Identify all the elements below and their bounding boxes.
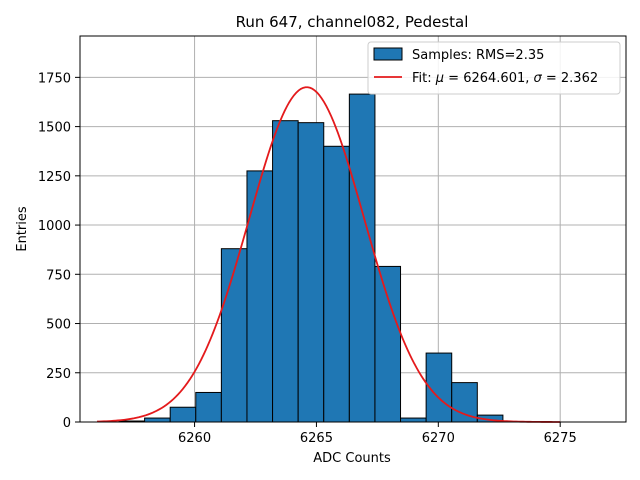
x-tick-label-3: 6275 <box>544 431 577 446</box>
legend-fit-mu-value: = 6264.601, <box>444 71 533 86</box>
bars-layer <box>118 93 529 423</box>
y-tick-label-4: 1000 <box>38 219 71 234</box>
legend-fit-sigma-symbol: σ <box>534 71 543 86</box>
x-axis-label: ADC Counts <box>313 451 391 466</box>
histogram-bar-9 <box>348 93 376 423</box>
histogram-bar-3 <box>195 391 222 423</box>
y-axis: 0 250 500 750 1000 1250 1500 1750 <box>38 71 80 431</box>
legend-fit-prefix: Fit: <box>412 71 436 86</box>
y-tick-label-3: 750 <box>46 268 71 283</box>
chart-title: Run 647, channel082, Pedestal <box>236 13 469 31</box>
legend-patch-samples <box>373 47 403 61</box>
x-tick-label-0: 6260 <box>178 431 211 446</box>
x-tick-label-2: 6270 <box>422 431 455 446</box>
legend: Samples: RMS=2.35 Fit: μ = 6264.601, σ =… <box>367 41 621 95</box>
histogram-bar-4 <box>220 248 248 423</box>
y-axis-label: Entries <box>15 206 30 252</box>
x-tick-label-1: 6265 <box>300 431 333 446</box>
histogram-bar-6 <box>272 120 299 423</box>
histogram-bar-5 <box>246 170 274 423</box>
histogram-bar-7 <box>297 122 325 423</box>
histogram-bar-1 <box>144 417 171 423</box>
histogram-bar-2 <box>169 406 197 423</box>
legend-label-fit: Fit: μ = 6264.601, σ = 2.362 <box>412 71 598 86</box>
x-axis: 6260 6265 6270 6275 <box>178 422 577 446</box>
legend-label-samples: Samples: RMS=2.35 <box>412 48 544 63</box>
fit-curve <box>97 86 561 423</box>
histogram-bar-11 <box>400 417 427 423</box>
y-tick-label-0: 0 <box>63 416 71 431</box>
legend-box <box>367 41 621 95</box>
plot-frame <box>79 35 627 423</box>
y-tick-label-5: 1250 <box>38 170 71 185</box>
y-tick-label-2: 500 <box>46 318 71 333</box>
y-tick-label-6: 1500 <box>38 121 71 136</box>
legend-fit-sigma-value: = 2.362 <box>542 71 598 86</box>
histogram-bar-13 <box>451 382 478 423</box>
y-tick-label-7: 1750 <box>38 71 71 86</box>
histogram-bar-10 <box>374 265 402 423</box>
legend-fit-mu-symbol: μ <box>435 71 444 86</box>
histogram-bar-8 <box>323 145 350 423</box>
y-tick-label-1: 250 <box>46 367 71 382</box>
